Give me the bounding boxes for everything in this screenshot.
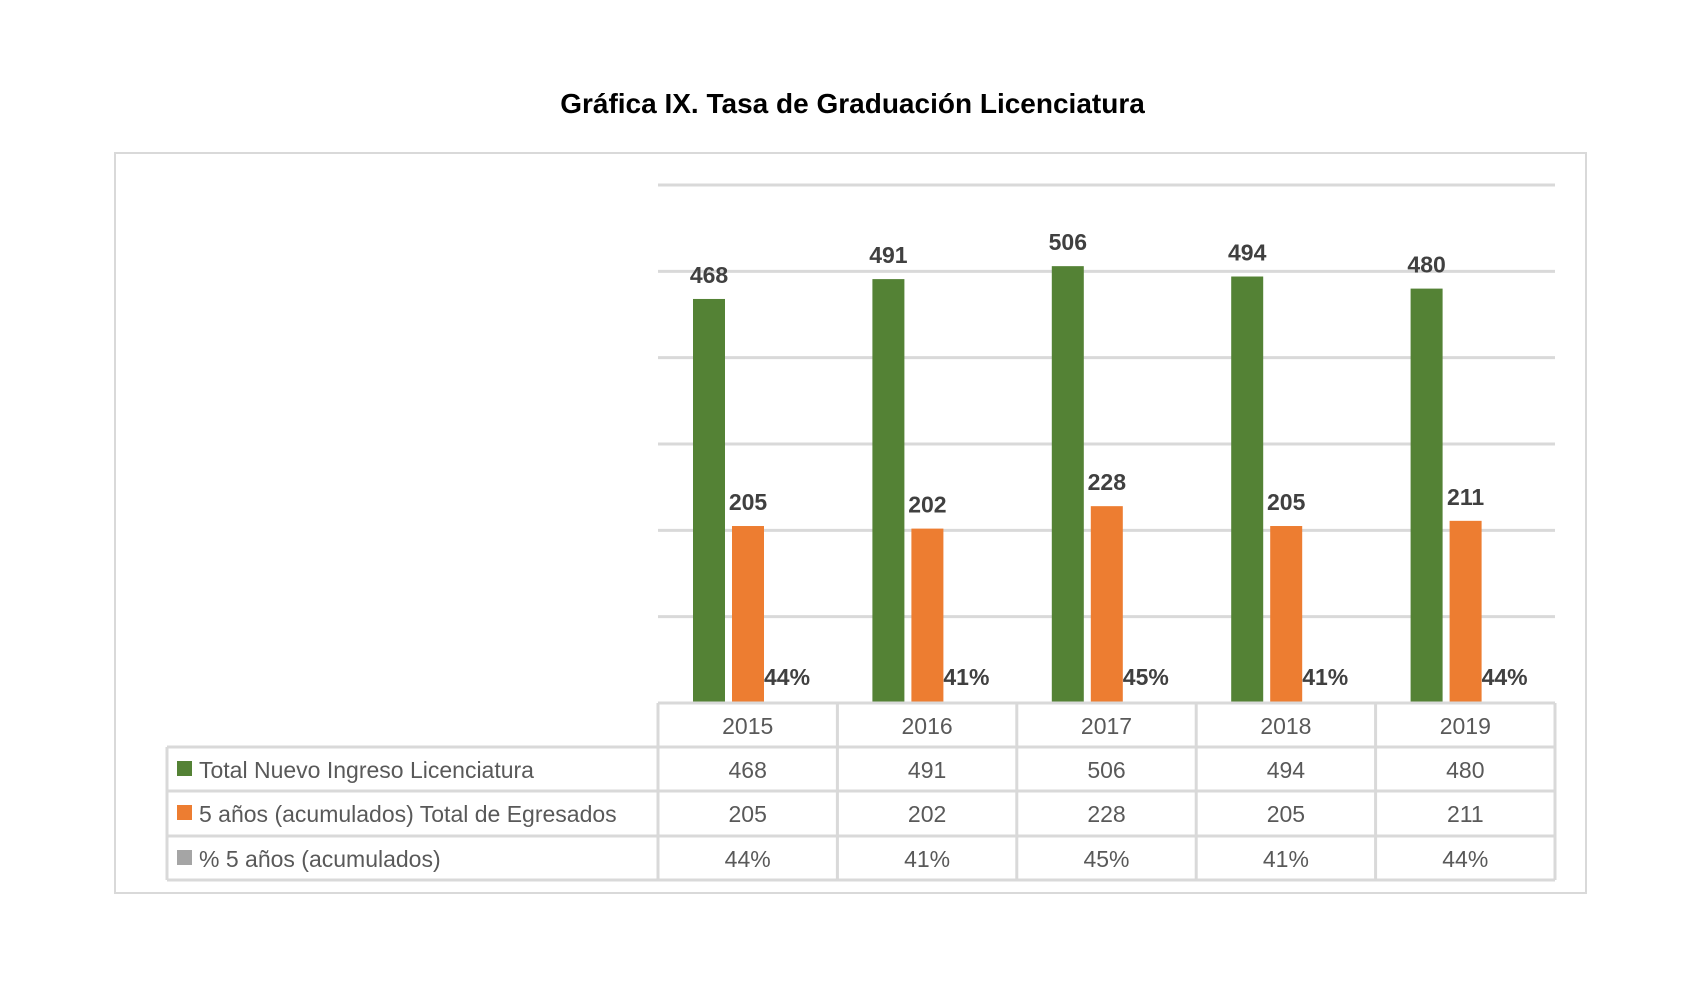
table-cell: 41%	[1263, 846, 1309, 872]
legend-label: % 5 años (acumulados)	[199, 846, 441, 872]
bar-ingreso	[1410, 288, 1443, 703]
x-tick-label: 2015	[722, 713, 773, 739]
legend-label: Total Nuevo Ingreso Licenciatura	[199, 757, 534, 783]
bar-egresados	[732, 526, 764, 703]
bar-egresados	[1090, 506, 1123, 703]
legend-swatch	[177, 761, 192, 776]
table-cell: 205	[1267, 801, 1305, 827]
chart-frame	[114, 152, 1587, 894]
bar-ingreso	[1231, 276, 1264, 703]
table-cell: 44%	[1442, 846, 1488, 872]
bar-ingreso	[693, 298, 725, 703]
data-label: 494	[1228, 240, 1267, 266]
legend-swatch	[177, 805, 192, 820]
data-label: 228	[1088, 469, 1127, 495]
table-cell: 491	[908, 757, 946, 783]
bar-egresados	[1270, 526, 1303, 703]
table-cell: 41%	[904, 846, 950, 872]
data-label: 480	[1407, 252, 1445, 278]
data-label-percent: 45%	[1123, 664, 1169, 690]
legend-label: 5 años (acumulados) Total de Egresados	[199, 801, 617, 827]
legend-swatch	[177, 850, 192, 865]
data-label-percent: 44%	[1482, 664, 1528, 690]
table-cell: 480	[1446, 757, 1484, 783]
data-label: 211	[1447, 484, 1484, 510]
table-cell: 468	[729, 757, 767, 783]
table-cell: 228	[1087, 801, 1125, 827]
bar-egresados	[911, 528, 944, 703]
data-label-percent: 41%	[1302, 664, 1348, 690]
table-cell: 205	[729, 801, 767, 827]
data-label: 491	[869, 242, 908, 268]
chart-title: Gráfica IX. Tasa de Graduación Licenciat…	[560, 88, 1145, 119]
table-cell: 506	[1087, 757, 1125, 783]
data-label-percent: 41%	[943, 664, 989, 690]
x-tick-label: 2018	[1260, 713, 1311, 739]
data-label: 202	[908, 492, 946, 518]
table-cell: 202	[908, 801, 946, 827]
x-tick-label: 2017	[1081, 713, 1132, 739]
table-cell: 211	[1447, 801, 1484, 827]
table-cell: 44%	[725, 846, 771, 872]
x-tick-label: 2016	[902, 713, 953, 739]
table-cell: 494	[1267, 757, 1306, 783]
bar-ingreso	[1051, 266, 1084, 703]
x-tick-label: 2019	[1440, 713, 1491, 739]
data-label: 205	[1267, 489, 1306, 515]
data-label: 506	[1049, 229, 1087, 255]
data-label-percent: 44%	[764, 664, 810, 690]
data-label: 205	[729, 489, 768, 515]
bar-ingreso	[872, 279, 905, 703]
data-label: 468	[690, 262, 729, 288]
table-cell: 45%	[1083, 846, 1129, 872]
bar-egresados	[1449, 520, 1482, 703]
